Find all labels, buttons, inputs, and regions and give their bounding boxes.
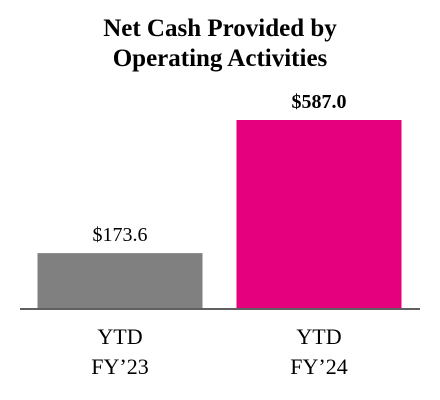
category-label-1-line-1: YTD bbox=[97, 324, 142, 349]
data-label-2: $587.0 bbox=[292, 91, 347, 113]
chart-title-line-2: Operating Activities bbox=[112, 45, 328, 72]
bar-2 bbox=[236, 120, 402, 309]
chart-title-line-1: Net Cash Provided by bbox=[103, 15, 337, 42]
data-label-1: $173.6 bbox=[93, 224, 148, 246]
bar-1 bbox=[37, 253, 203, 309]
category-label-2-line-1: YTD bbox=[296, 324, 341, 349]
category-label-1-line-2: FY’23 bbox=[91, 354, 148, 379]
category-label-2-line-2: FY’24 bbox=[290, 354, 347, 379]
